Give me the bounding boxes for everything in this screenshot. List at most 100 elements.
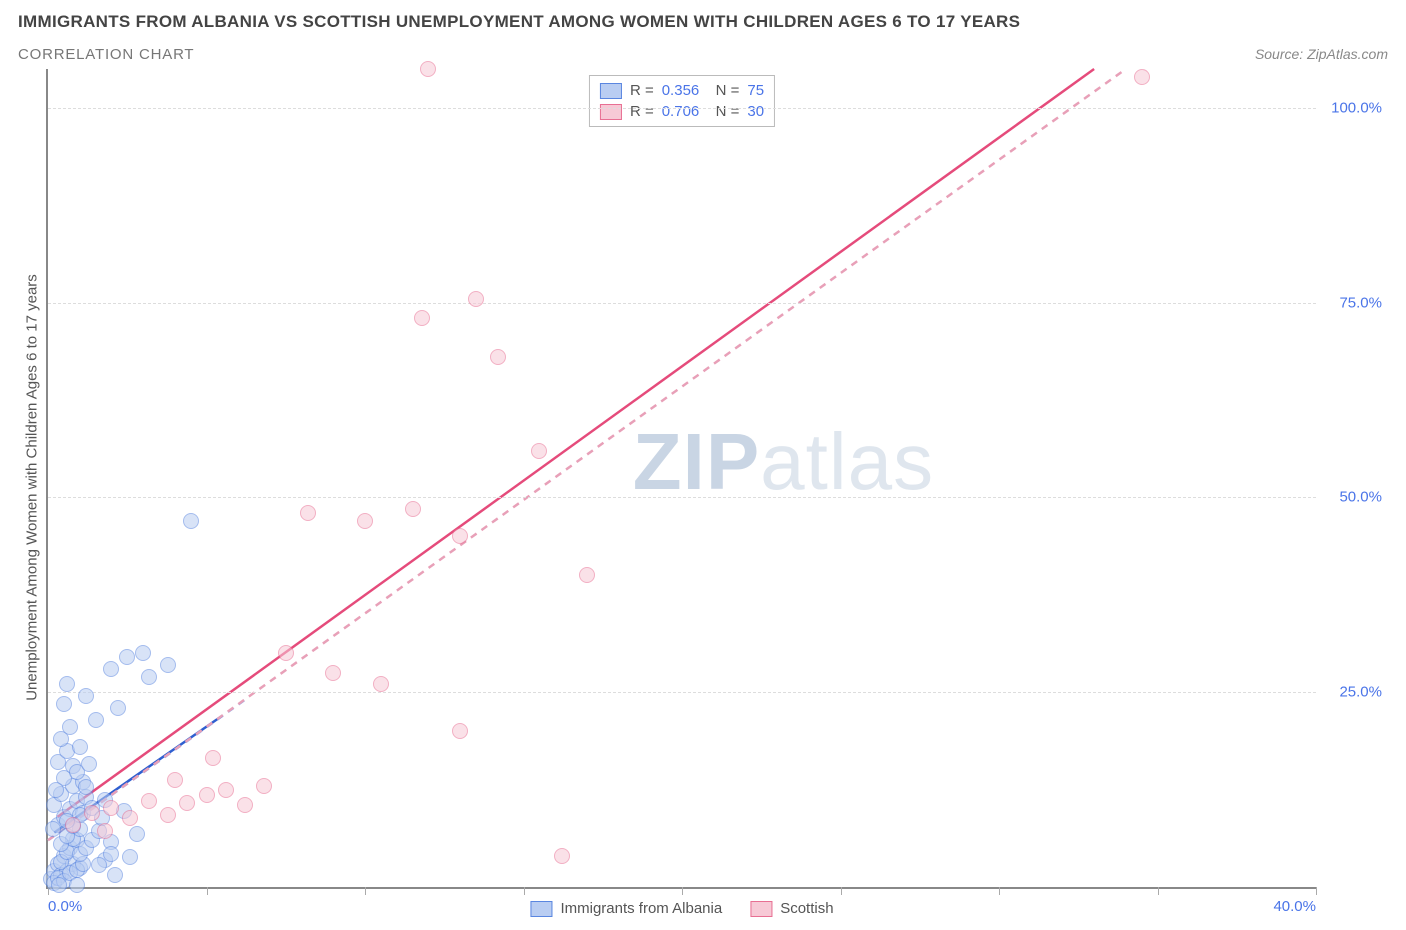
y-tick-label: 75.0%: [1339, 294, 1382, 311]
data-point-scottish: [278, 645, 294, 661]
x-tick: [1158, 887, 1159, 895]
y-tick-label: 25.0%: [1339, 684, 1382, 701]
x-tick: [682, 887, 683, 895]
r-label: R =: [630, 103, 654, 120]
data-point-albania: [91, 857, 107, 873]
legend-label-scottish: Scottish: [780, 900, 833, 917]
data-point-scottish: [490, 349, 506, 365]
data-point-scottish: [300, 505, 316, 521]
x-tick: [1316, 887, 1317, 895]
data-point-albania: [122, 849, 138, 865]
data-point-albania: [78, 779, 94, 795]
data-point-albania: [119, 649, 135, 665]
data-point-scottish: [103, 800, 119, 816]
source-credit: Source: ZipAtlas.com: [1255, 46, 1388, 62]
data-point-albania: [48, 782, 64, 798]
x-tick: [365, 887, 366, 895]
data-point-albania: [56, 696, 72, 712]
data-point-albania: [141, 669, 157, 685]
watermark-light: atlas: [760, 417, 934, 506]
stats-legend: R = 0.356 N = 75 R = 0.706 N = 30: [589, 75, 775, 127]
data-point-albania: [183, 513, 199, 529]
y-axis-label-container: Unemployment Among Women with Children A…: [18, 69, 46, 889]
data-point-albania: [59, 676, 75, 692]
data-point-scottish: [325, 665, 341, 681]
r-label: R =: [630, 82, 654, 99]
trend-lines-svg: [48, 69, 1316, 887]
data-point-scottish: [141, 793, 157, 809]
page-title: IMMIGRANTS FROM ALBANIA VS SCOTTISH UNEM…: [18, 12, 1388, 32]
r-value-albania: 0.356: [662, 82, 700, 99]
data-point-scottish: [179, 795, 195, 811]
legend-swatch-albania: [530, 901, 552, 917]
subtitle-row: CORRELATION CHART Source: ZipAtlas.com: [18, 46, 1388, 63]
data-point-scottish: [65, 817, 81, 833]
data-point-scottish: [160, 807, 176, 823]
series-legend: Immigrants from Albania Scottish: [530, 900, 833, 917]
right-gutter: [1316, 69, 1388, 889]
legend-swatch-scottish: [750, 901, 772, 917]
data-point-scottish: [579, 567, 595, 583]
data-point-albania: [62, 719, 78, 735]
gridline-h: [48, 303, 1316, 304]
legend-item-scottish: Scottish: [750, 900, 833, 917]
data-point-scottish: [531, 443, 547, 459]
data-point-scottish: [256, 778, 272, 794]
x-tick: [524, 887, 525, 895]
r-value-scottish: 0.706: [662, 103, 700, 120]
y-tick-label: 50.0%: [1339, 489, 1382, 506]
y-axis-label: Unemployment Among Women with Children A…: [24, 274, 41, 701]
data-point-scottish: [357, 513, 373, 529]
data-point-scottish: [199, 787, 215, 803]
x-tick: [841, 887, 842, 895]
n-label: N =: [707, 103, 739, 120]
data-point-scottish: [373, 676, 389, 692]
data-point-scottish: [414, 310, 430, 326]
legend-item-albania: Immigrants from Albania: [530, 900, 722, 917]
gridline-h: [48, 692, 1316, 693]
data-point-scottish: [452, 528, 468, 544]
data-point-albania: [45, 821, 61, 837]
x-tick-label: 0.0%: [48, 898, 82, 915]
data-point-scottish: [97, 823, 113, 839]
data-point-albania: [129, 826, 145, 842]
data-point-albania: [103, 846, 119, 862]
swatch-scottish: [600, 104, 622, 120]
data-point-albania: [88, 712, 104, 728]
data-point-scottish: [554, 848, 570, 864]
data-point-albania: [78, 688, 94, 704]
data-point-scottish: [1134, 69, 1150, 85]
data-point-albania: [160, 657, 176, 673]
stats-row-scottish: R = 0.706 N = 30: [600, 101, 764, 122]
data-point-albania: [72, 739, 88, 755]
chart-subtitle: CORRELATION CHART: [18, 46, 194, 63]
watermark-bold: ZIP: [633, 417, 760, 506]
data-point-scottish: [218, 782, 234, 798]
data-point-scottish: [452, 723, 468, 739]
data-point-scottish: [205, 750, 221, 766]
n-value-scottish: 30: [747, 103, 764, 120]
gridline-h: [48, 108, 1316, 109]
data-point-scottish: [84, 805, 100, 821]
gridline-h: [48, 497, 1316, 498]
x-tick-label: 40.0%: [1273, 898, 1316, 915]
data-point-scottish: [405, 501, 421, 517]
data-point-scottish: [122, 810, 138, 826]
x-tick: [207, 887, 208, 895]
data-point-scottish: [420, 61, 436, 77]
correlation-chart: Unemployment Among Women with Children A…: [18, 69, 1388, 889]
n-value-albania: 75: [747, 82, 764, 99]
data-point-albania: [107, 867, 123, 883]
source-name: ZipAtlas.com: [1307, 46, 1388, 62]
data-point-scottish: [237, 797, 253, 813]
data-point-albania: [69, 877, 85, 893]
data-point-albania: [103, 661, 119, 677]
stats-row-albania: R = 0.356 N = 75: [600, 80, 764, 101]
data-point-albania: [51, 877, 67, 893]
watermark: ZIPatlas: [633, 416, 934, 508]
data-point-albania: [110, 700, 126, 716]
swatch-albania: [600, 83, 622, 99]
source-prefix: Source:: [1255, 46, 1307, 62]
data-point-scottish: [167, 772, 183, 788]
legend-label-albania: Immigrants from Albania: [560, 900, 722, 917]
